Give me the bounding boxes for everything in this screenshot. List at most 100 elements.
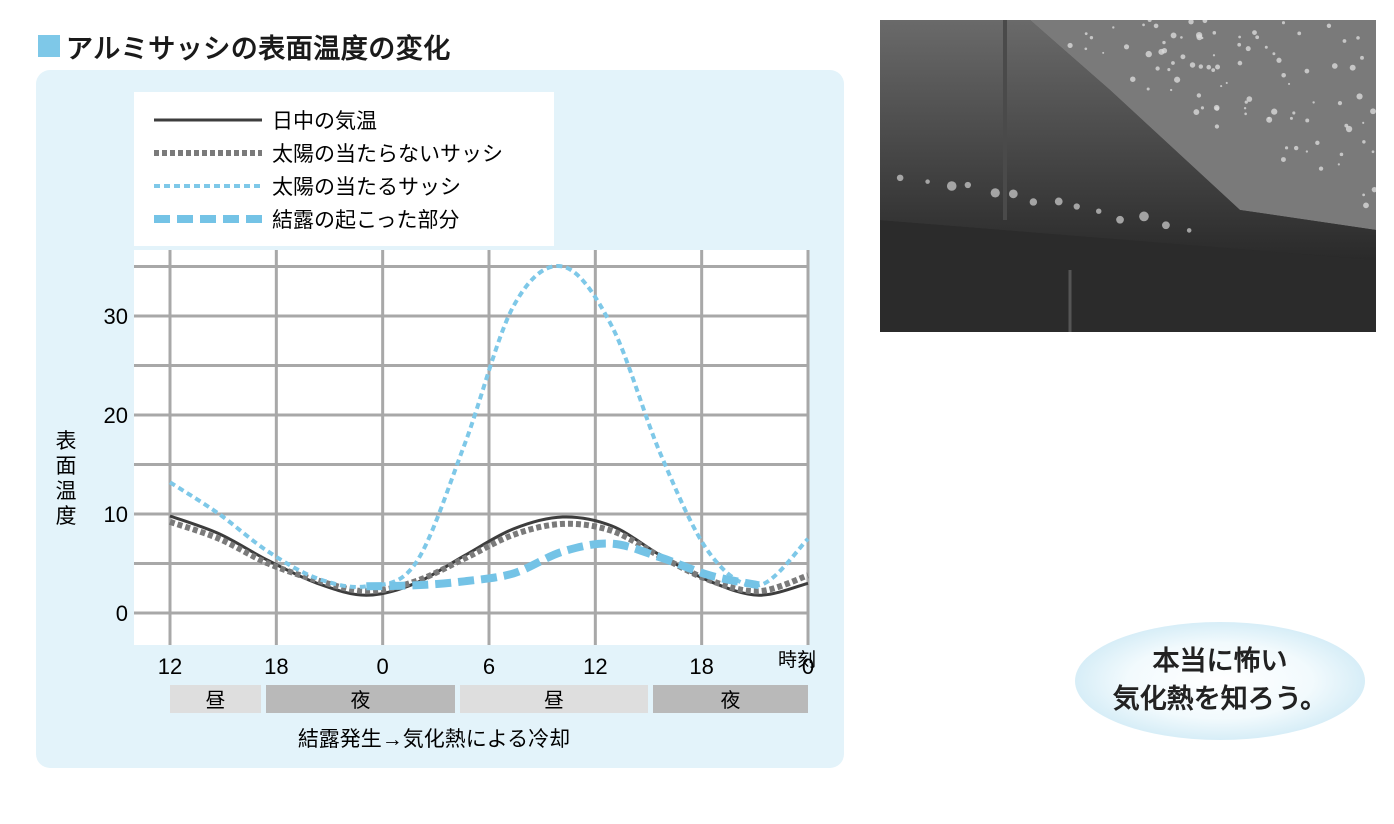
droplet [1356, 93, 1363, 100]
droplet [1162, 40, 1166, 45]
droplet [1255, 35, 1260, 40]
droplet [1272, 52, 1276, 56]
droplet [1244, 100, 1248, 104]
droplet [1267, 117, 1271, 120]
badge-line-2: 気化熱を知ろう。 [1112, 684, 1328, 715]
droplet [1356, 36, 1360, 40]
droplet [964, 181, 971, 189]
droplet [1349, 64, 1356, 71]
x-tick-label: 0 [802, 654, 814, 679]
droplet [1237, 42, 1242, 47]
droplet [1029, 198, 1038, 206]
droplet [1337, 163, 1340, 166]
droplet [1214, 106, 1220, 111]
droplet [896, 174, 904, 182]
chart-grid [134, 250, 810, 645]
droplet [1284, 146, 1289, 150]
droplet [1189, 62, 1196, 68]
droplet [1158, 48, 1165, 55]
droplet [1244, 112, 1247, 116]
plot-area [134, 250, 808, 645]
period-band-label: 昼 [206, 690, 226, 712]
droplet [1102, 51, 1105, 54]
droplet [1362, 140, 1366, 144]
droplet [1196, 34, 1203, 41]
droplet [1155, 66, 1160, 71]
x-tick-labels: 12 18 0 6 12 18 0 [158, 654, 814, 679]
droplet [1146, 87, 1150, 91]
x-tick-label: 18 [264, 654, 288, 679]
droplet [1225, 81, 1228, 85]
chart-series [168, 264, 810, 597]
condensation-photo [880, 20, 1376, 332]
y-tick-label: 30 [104, 304, 128, 329]
droplet [1297, 31, 1302, 36]
x-tick-label: 0 [377, 654, 389, 679]
droplet [1237, 60, 1243, 66]
droplet [1220, 85, 1223, 88]
droplet [1180, 54, 1186, 60]
droplet [1142, 23, 1145, 27]
period-band [653, 685, 808, 713]
droplet [1008, 189, 1018, 199]
droplet [1362, 121, 1365, 124]
droplet [1331, 63, 1338, 69]
droplet [1246, 96, 1253, 102]
x-tick-label: 18 [689, 654, 713, 679]
droplet [1206, 64, 1212, 70]
y-tick-label: 10 [104, 502, 128, 527]
droplet [1276, 57, 1282, 63]
callout-badge: 本当に怖い 気化熱を知ろう。 [1075, 622, 1365, 740]
droplet [1215, 64, 1221, 70]
legend-label: 日中の気温 [272, 110, 377, 133]
droplet [1293, 145, 1299, 151]
droplet [1084, 47, 1088, 51]
droplet [1167, 68, 1171, 72]
droplet [1211, 68, 1216, 73]
chart-caption: 結露発生→気化熱による冷却 [298, 728, 570, 751]
droplet [1084, 32, 1088, 36]
droplet [1245, 46, 1251, 52]
badge-line-1: 本当に怖い [1152, 646, 1288, 677]
droplet [1116, 215, 1124, 224]
photo-image [880, 20, 1376, 332]
droplet [1139, 211, 1149, 222]
droplet [1193, 109, 1200, 115]
droplet [1315, 140, 1320, 146]
droplet [1073, 203, 1080, 210]
droplet [946, 181, 957, 191]
droplet [1174, 76, 1181, 83]
droplet [1363, 202, 1369, 209]
y-tick-label: 20 [104, 403, 128, 428]
droplet [1130, 76, 1136, 82]
droplet [1280, 157, 1286, 162]
legend-label: 結露の起こった部分 [272, 209, 460, 232]
series-line-3 [168, 264, 810, 589]
droplet [1342, 39, 1347, 43]
page-title-text: アルミサッシの表面温度の変化 [66, 33, 451, 65]
droplet [1360, 55, 1364, 60]
droplet [1326, 23, 1332, 28]
period-band [170, 685, 261, 713]
droplet [1180, 36, 1183, 39]
droplet [1362, 193, 1365, 197]
droplet [1171, 61, 1175, 65]
x-tick-label: 12 [583, 654, 607, 679]
droplet [1169, 88, 1173, 92]
droplet [1305, 118, 1310, 123]
legend-label: 太陽の当たるサッシ [272, 176, 461, 199]
droplet [1305, 150, 1309, 153]
droplet [1112, 26, 1115, 29]
water-droplets [896, 20, 1376, 233]
droplet [1370, 108, 1376, 115]
droplet [1147, 20, 1152, 22]
legend-label: 太陽の当たらないサッシ [272, 143, 503, 166]
droplet [1318, 166, 1324, 171]
droplet [1214, 124, 1220, 129]
droplet [1289, 116, 1293, 120]
droplet [1067, 42, 1073, 49]
period-band [460, 685, 648, 713]
droplet [1287, 82, 1291, 86]
droplet [1281, 21, 1286, 25]
